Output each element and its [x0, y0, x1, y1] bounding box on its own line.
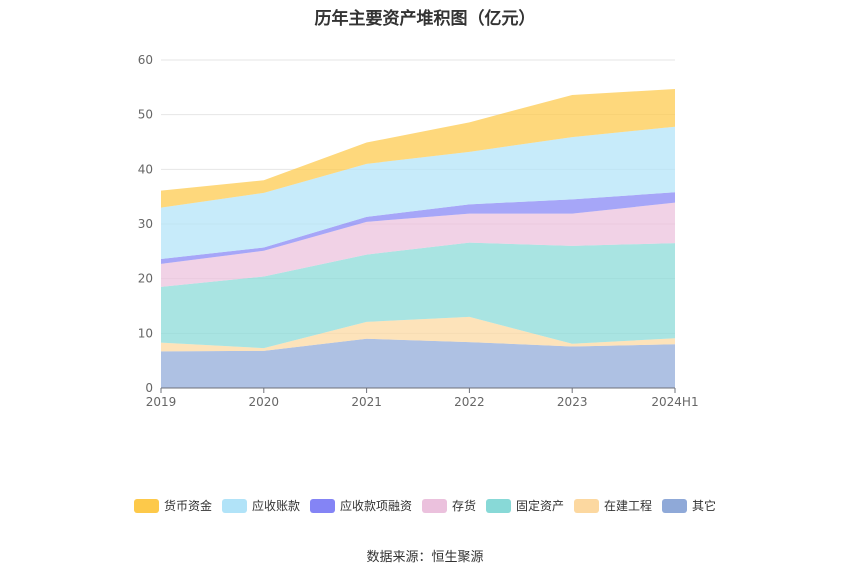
data-source-note: 数据来源：恒生聚源: [366, 550, 484, 565]
legend-label: 其它: [692, 499, 717, 513]
legend-item[interactable]: 其它: [662, 497, 716, 514]
area-series-应收账款: [161, 126, 675, 259]
legend-swatch: [133, 498, 159, 513]
legend-label: 应收账款: [251, 499, 300, 513]
legend-label: 存货: [451, 499, 476, 513]
y-tick-label: 10: [138, 326, 153, 340]
legend-swatch: [574, 498, 600, 513]
x-tick-label: 2024H1: [651, 395, 698, 409]
y-tick-label: 40: [138, 162, 153, 176]
legend-label: 固定资产: [516, 499, 565, 513]
area-series-在建工程: [161, 316, 675, 352]
legend-item[interactable]: 固定资产: [486, 497, 564, 514]
legend-item[interactable]: 存货: [421, 497, 476, 514]
chart-legend: 货币资金 应收账款 应收款项融资 存货 固定资产 在建工程 其它: [0, 497, 850, 514]
x-tick-label: 2019: [146, 395, 177, 409]
area-series-应收款项融资: [161, 192, 675, 264]
area-series-其它: [161, 338, 675, 388]
area-series-存货: [161, 202, 675, 287]
y-tick-label: 30: [138, 217, 153, 231]
legend-swatch: [221, 498, 247, 513]
legend-item[interactable]: 货币资金: [133, 497, 212, 514]
legend-label: 应收款项融资: [339, 499, 412, 513]
legend-label: 货币资金: [163, 499, 212, 513]
x-tick-label: 2020: [249, 395, 280, 409]
area-series-货币资金: [161, 88, 675, 208]
legend-swatch: [309, 498, 335, 513]
y-tick-label: 50: [138, 108, 153, 122]
chart-title: 历年主要资产堆积图（亿元）: [314, 9, 536, 29]
area-series-group: [161, 88, 675, 388]
axes: 0 10 20 30 40 50 60 2019 2020 2021 2022 2023 2024H1: [138, 53, 699, 409]
legend-swatch: [486, 498, 511, 513]
x-tick-label: 2023: [557, 395, 588, 409]
stacked-area-chart: 0 10 20 30 40 50 60 2019 2020 2021 2022 2023 2024H1: [138, 53, 699, 409]
legend-item[interactable]: 应收账款: [221, 497, 300, 514]
x-tick-label: 2021: [351, 395, 382, 409]
legend-label: 在建工程: [604, 499, 653, 513]
legend-swatch: [662, 498, 688, 513]
y-tick-label: 20: [138, 272, 153, 286]
legend-item[interactable]: 应收款项融资: [309, 497, 412, 514]
legend-item[interactable]: 在建工程: [574, 497, 652, 514]
area-series-固定资产: [161, 242, 675, 349]
y-tick-label: 60: [138, 53, 153, 67]
x-tick-label: 2022: [454, 395, 485, 409]
legend-swatch: [421, 498, 447, 513]
y-tick-label: 0: [145, 381, 153, 395]
